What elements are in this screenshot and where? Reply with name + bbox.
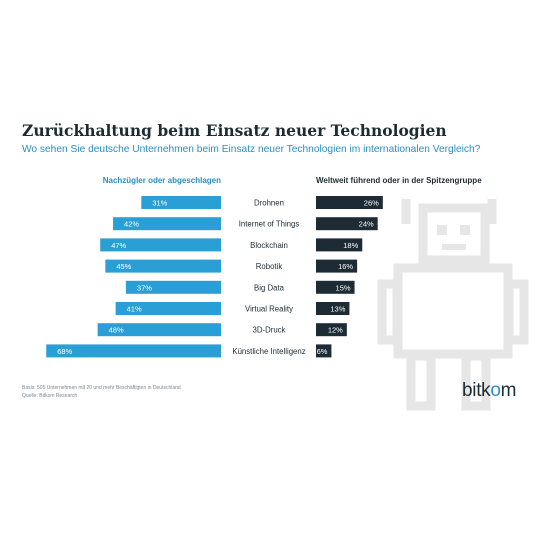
footnote-basis: Basis: 505 Unternehmen mit 20 und mehr B… xyxy=(22,385,181,391)
data-label-right-2: 18% xyxy=(343,241,358,250)
bar-right-5 xyxy=(316,302,350,315)
bar-left-2 xyxy=(100,238,221,252)
data-label-right-6: 12% xyxy=(328,326,343,335)
category-label-5: Virtual Reality xyxy=(245,305,293,314)
legend-right-header: Weltweit führend oder in der Spitzengrup… xyxy=(316,176,482,185)
data-label-left-4: 37% xyxy=(137,283,152,292)
bar-left-7 xyxy=(46,344,221,358)
bar-right-4 xyxy=(316,280,355,294)
data-label-left-2: 47% xyxy=(111,241,126,250)
category-label-6: 3D-Druck xyxy=(253,326,286,335)
data-label-left-3: 45% xyxy=(116,262,131,271)
data-label-left-1: 42% xyxy=(124,220,139,229)
data-label-left-5: 41% xyxy=(127,305,142,314)
chart-title: Zurückhaltung beim Einsatz neuer Technol… xyxy=(22,121,447,140)
bar-right-6 xyxy=(316,323,347,337)
bar-left-1 xyxy=(113,217,221,231)
bar-right-2 xyxy=(316,238,363,252)
footnote-source: Quelle: Bitkom Research xyxy=(22,393,78,399)
category-label-2: Blockchain xyxy=(250,241,288,250)
robot-mouth xyxy=(442,244,466,250)
data-label-right-4: 15% xyxy=(336,283,351,292)
robot-leg-left xyxy=(406,351,436,411)
bar-right-7 xyxy=(316,344,332,358)
data-label-right-1: 24% xyxy=(359,220,374,229)
chart-subtitle: Wo sehen Sie deutsche Unternehmen beim E… xyxy=(22,144,481,155)
category-label-7: Künstliche Intelligenz xyxy=(232,347,305,356)
robot-leg-right xyxy=(461,351,491,411)
data-label-right-3: 16% xyxy=(338,262,353,271)
data-label-right-7: 6% xyxy=(317,347,328,356)
legend-left-header: Nachzügler oder abgeschlagen xyxy=(102,176,221,185)
bar-left-0 xyxy=(141,196,221,209)
bar-left-3 xyxy=(105,259,221,273)
bar-right-3 xyxy=(316,259,358,273)
bar-left-5 xyxy=(115,302,221,315)
data-label-right-5: 13% xyxy=(330,305,345,314)
robot-arm-left xyxy=(377,279,402,345)
bitkom-logo: bitkom xyxy=(462,380,517,401)
robot-eye-right xyxy=(460,225,470,235)
data-label-left-6: 48% xyxy=(109,326,124,335)
category-label-1: Internet of Things xyxy=(239,220,300,229)
category-label-4: Big Data xyxy=(254,283,285,292)
bar-left-4 xyxy=(125,280,221,294)
bar-right-1 xyxy=(316,217,378,231)
data-label-left-7: 68% xyxy=(57,347,72,356)
bar-right-0 xyxy=(316,196,383,209)
robot-eye-left xyxy=(437,225,447,235)
category-label-0: Drohnen xyxy=(254,199,284,208)
bar-left-6 xyxy=(97,323,221,337)
data-label-right-0: 26% xyxy=(364,199,379,208)
category-label-3: Robotik xyxy=(256,262,283,271)
robot-head xyxy=(418,203,490,265)
data-label-left-0: 31% xyxy=(152,199,167,208)
robot-arm-right xyxy=(504,279,529,345)
